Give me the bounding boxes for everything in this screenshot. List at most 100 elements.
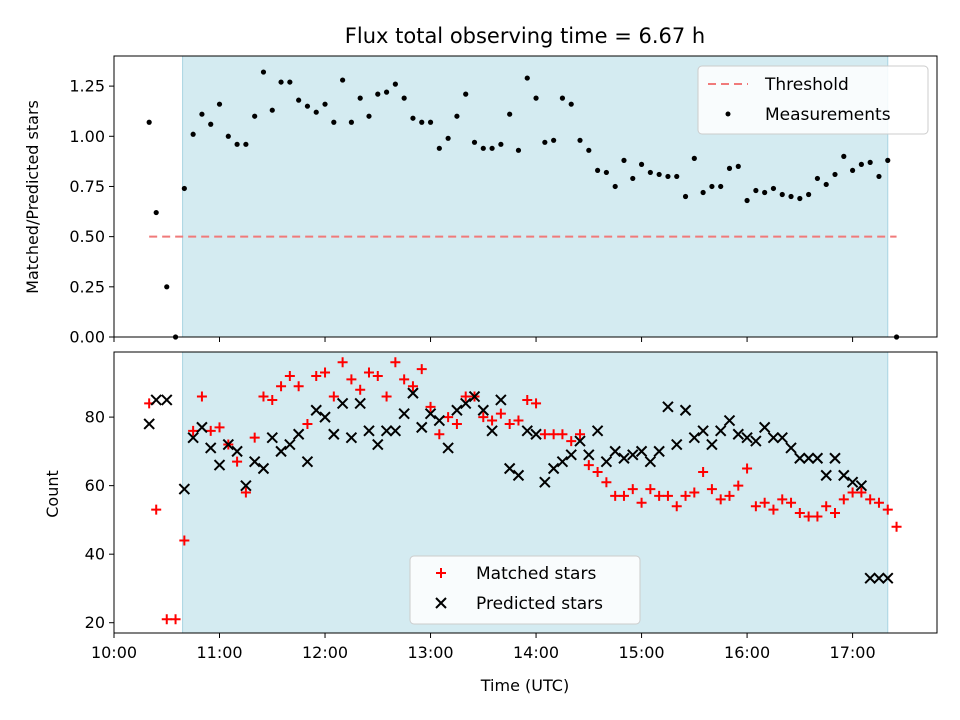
matched-star-point [830, 508, 841, 519]
predicted-star-point [714, 425, 727, 437]
bottom-legend-box [409, 555, 641, 625]
predicted-star-point [477, 404, 490, 416]
measurement-point [225, 133, 231, 139]
measurement-point [577, 137, 583, 143]
predicted-star-point [697, 425, 709, 437]
matched-star-point [399, 374, 410, 385]
matched-star-point [161, 614, 172, 625]
measurement-point [630, 175, 636, 182]
matched-star-point [188, 425, 199, 436]
measurement-point [753, 187, 759, 194]
predicted-star-point [794, 452, 806, 464]
measurement-point [445, 135, 451, 141]
measurement-point [647, 169, 653, 176]
measurement-point [612, 183, 618, 190]
predicted-star-point [150, 394, 162, 406]
measurement-point [463, 91, 469, 97]
matched-star-point [812, 511, 823, 522]
measurement-point [375, 91, 381, 97]
top-panel: Flux total observing time = 6.67 h 0.000… [23, 24, 938, 347]
y-tick-label: 60 [85, 476, 105, 495]
predicted-star-point [416, 421, 428, 434]
predicted-star-point [873, 572, 885, 584]
measurement-point [260, 69, 267, 75]
x-tick-label: 16:00 [724, 643, 770, 662]
measurement-point [454, 113, 460, 119]
measurement-point [726, 165, 733, 171]
measurement-point [419, 119, 425, 125]
matched-star-point [434, 429, 445, 440]
predicted-star-point [292, 428, 305, 440]
measurement-point [287, 79, 293, 85]
y-tick-label: 1.00 [69, 127, 105, 146]
measurement-point [542, 139, 548, 145]
matched-star-point [232, 456, 243, 467]
predicted-star-point [802, 452, 815, 464]
predicted-star-point [864, 572, 876, 584]
predicted-star-point [530, 428, 542, 440]
predicted-star-point [495, 394, 507, 406]
matched-star-point [724, 490, 735, 501]
matched-star-point [179, 535, 190, 546]
measurement-point [779, 191, 785, 198]
measurement-point [735, 163, 741, 169]
measurement-point [885, 157, 891, 163]
measurement-point [551, 137, 557, 143]
measurement-point [788, 193, 794, 200]
predicted-star-point [785, 442, 797, 454]
legend-predicted-swatch [435, 597, 447, 609]
measurement-point [322, 101, 328, 107]
predicted-star-point [486, 425, 498, 437]
plus-marker [436, 568, 446, 578]
predicted-star-point [310, 404, 322, 416]
measurement-point [243, 141, 249, 147]
predicted-star-point [583, 449, 595, 461]
legend-predicted-label: Predicted stars [476, 594, 603, 614]
bottom-axes-frame [113, 351, 938, 634]
predicted-star-point [653, 445, 665, 458]
predicted-star-point [609, 445, 621, 458]
bottom-y-axis-label: Count [43, 470, 62, 518]
matched-star-point [733, 480, 744, 491]
matched-star-point [302, 418, 313, 429]
measurement-point [682, 193, 689, 200]
predicted-star-point [565, 449, 577, 461]
matched-star-point [891, 521, 902, 532]
matched-star-point [372, 370, 383, 381]
measurement-point [823, 181, 829, 188]
predicted-star-point [635, 445, 648, 458]
predicted-star-point [407, 387, 419, 399]
matched-star-point [337, 357, 348, 368]
measurement-point [656, 171, 662, 178]
measurement-point [340, 77, 346, 83]
matched-star-point [478, 412, 489, 423]
predicted-star-point [556, 455, 569, 468]
matched-star-point [575, 429, 586, 440]
measurement-point [762, 189, 768, 196]
measurement-point [621, 157, 627, 163]
predicted-star-point [776, 431, 788, 444]
matched-star-point [592, 466, 603, 477]
predicted-star-point [741, 431, 753, 444]
measurement-point [814, 175, 821, 182]
y-tick-label: 0.75 [69, 177, 105, 196]
matched-star-point [276, 381, 287, 392]
matched-star-point [636, 497, 647, 508]
measurement-point [603, 169, 609, 176]
predicted-star-point [161, 394, 173, 406]
predicted-star-point [328, 428, 340, 440]
matched-star-point [495, 408, 506, 419]
predicted-star-point [336, 397, 349, 410]
matched-star-point [654, 490, 665, 501]
matched-star-point [759, 497, 770, 508]
measurement-point [700, 189, 706, 196]
matched-star-point [355, 384, 366, 395]
measurement-point [436, 145, 442, 151]
legend-matched-label: Matched stars [476, 564, 596, 584]
predicted-star-point [196, 421, 208, 434]
predicted-star-point [846, 476, 859, 488]
x-tick-label: 14:00 [513, 643, 559, 662]
matched-star-point [425, 401, 436, 412]
matched-star-point [689, 487, 700, 498]
predicted-star-point [301, 455, 314, 468]
